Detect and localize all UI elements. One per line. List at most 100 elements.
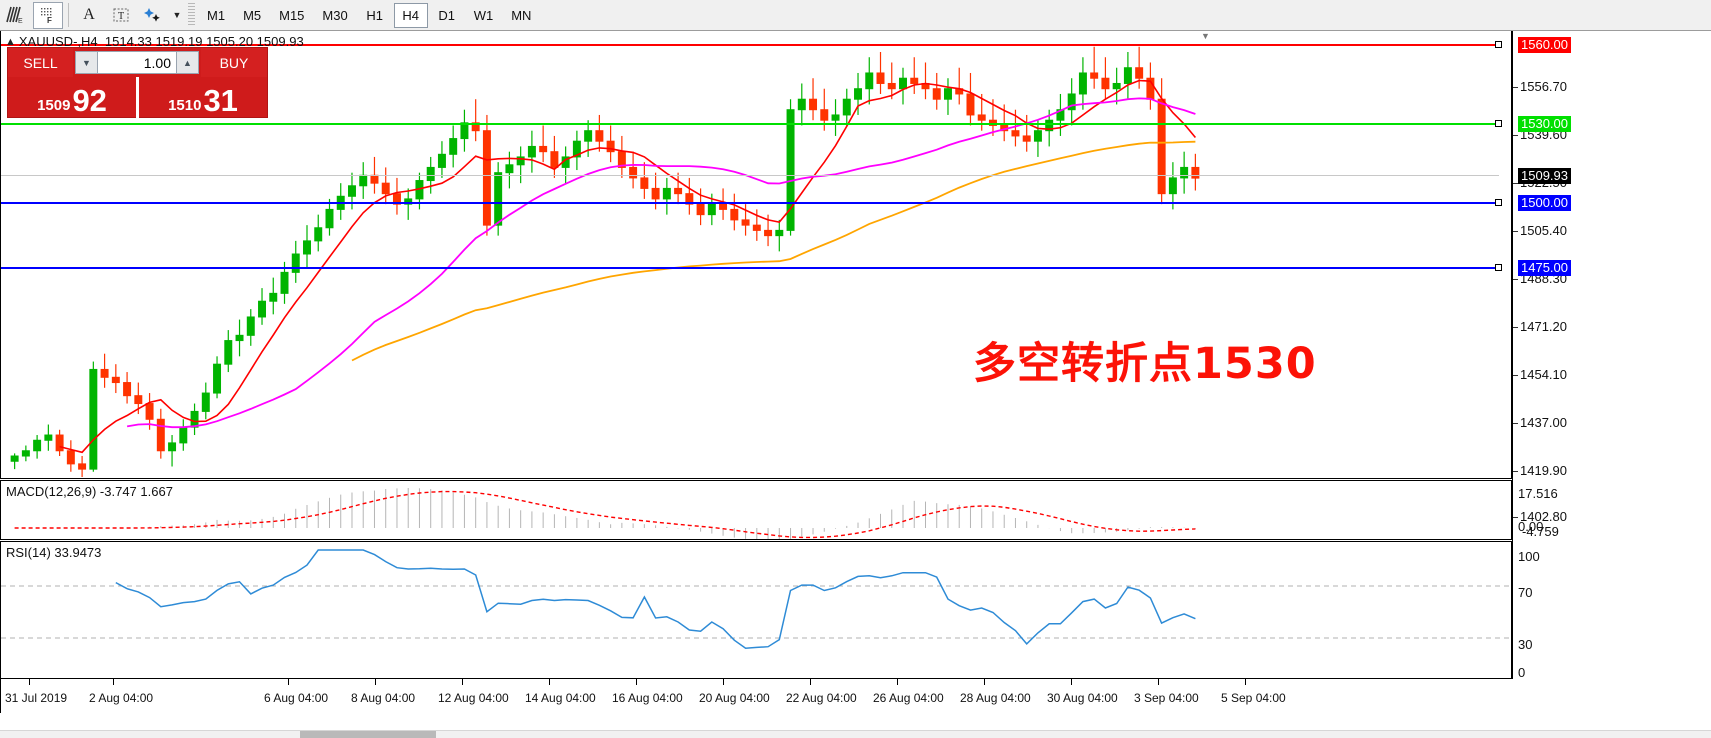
volume-down-icon[interactable]: ▼ xyxy=(76,52,98,73)
price-tick-label: 1419.90 xyxy=(1520,463,1567,478)
time-tick xyxy=(113,679,114,685)
time-tick xyxy=(288,679,289,685)
time-axis-label: 20 Aug 04:00 xyxy=(699,691,770,705)
chart-area[interactable]: ▲ XAUUSD-,H4 1514.33 1519.19 1505.20 1509… xyxy=(0,31,1711,738)
price-tick xyxy=(1513,279,1518,280)
svg-text:T: T xyxy=(118,11,124,22)
one-click-trade-panel[interactable]: SELL ▼ 1.00 ▲ BUY 1509 92 1510 xyxy=(7,47,268,118)
toolbar-grip[interactable] xyxy=(188,3,195,27)
time-tick xyxy=(1245,679,1246,685)
time-tick xyxy=(1158,679,1159,685)
price-tick xyxy=(1513,135,1518,136)
price-label-1560: 1560.00 xyxy=(1518,37,1571,53)
price-tick xyxy=(1513,87,1518,88)
price-tick xyxy=(1513,517,1518,518)
price-tick-label: 1437.00 xyxy=(1520,415,1567,430)
buy-button[interactable]: BUY xyxy=(201,48,267,77)
rsi-axis-70: 70 xyxy=(1518,585,1533,600)
rsi-plot xyxy=(1,549,1511,649)
time-tick xyxy=(1071,679,1072,685)
scrollbar-thumb[interactable] xyxy=(300,731,436,738)
level-bar-1560 xyxy=(1,44,1499,46)
trade-panel-top-row: SELL ▼ 1.00 ▲ BUY xyxy=(8,48,267,77)
volume-stepper[interactable]: ▼ 1.00 ▲ xyxy=(75,51,199,74)
svg-text:F: F xyxy=(47,16,52,25)
tf-m30[interactable]: M30 xyxy=(322,7,348,23)
tf-h4[interactable]: H4 xyxy=(393,2,428,28)
symbol-label: XAUUSD-,H4 xyxy=(18,34,98,49)
price-pane[interactable]: ▲ XAUUSD-,H4 1514.33 1519.19 1505.20 1509… xyxy=(0,31,1512,479)
time-axis-label: 22 Aug 04:00 xyxy=(786,691,857,705)
indicators-icon[interactable]: E xyxy=(1,2,31,29)
time-tick xyxy=(462,679,463,685)
macd-axis-zero: 0.00 xyxy=(1518,519,1544,534)
time-axis-label: 2 Aug 04:00 xyxy=(89,691,154,705)
level-handle-1560[interactable] xyxy=(1495,41,1502,48)
time-axis-label: 30 Aug 04:00 xyxy=(1047,691,1118,705)
tf-d1[interactable]: D1 xyxy=(438,7,456,23)
buy-price[interactable]: 1510 31 xyxy=(139,77,267,118)
volume-up-icon[interactable]: ▲ xyxy=(176,52,198,73)
tf-mn[interactable]: MN xyxy=(511,7,532,23)
tf-w1[interactable]: W1 xyxy=(473,7,494,23)
level-handle-1530[interactable] xyxy=(1495,120,1502,127)
sell-price-pips: 92 xyxy=(72,83,107,118)
tf-m1[interactable]: M1 xyxy=(207,7,226,23)
buy-price-pips: 31 xyxy=(203,83,238,118)
macd-axis-min: -4.759 xyxy=(1522,524,1559,539)
level-handle-1500[interactable] xyxy=(1495,199,1502,206)
sell-price-figure: 1509 xyxy=(37,97,71,114)
price-tick xyxy=(1513,423,1518,424)
time-tick xyxy=(549,679,550,685)
time-tick xyxy=(723,679,724,685)
tf-m15[interactable]: M15 xyxy=(279,7,305,23)
text-label-icon[interactable]: T xyxy=(106,2,136,29)
macd-pane[interactable]: MACD(12,26,9) -3.747 1.667 xyxy=(0,480,1512,540)
price-axis-line xyxy=(1512,31,1513,679)
time-axis: 31 Jul 2019 2 Aug 04:00 6 Aug 04:00 8 Aug 0… xyxy=(0,679,1512,713)
time-tick xyxy=(375,679,376,685)
chart-annotation-text: 多空转折点1530 xyxy=(973,339,1317,389)
price-label-1530: 1530.00 xyxy=(1518,116,1571,132)
price-tick xyxy=(1513,327,1518,328)
price-tick-label: 1471.20 xyxy=(1520,319,1567,334)
trade-panel-divider xyxy=(136,77,139,118)
price-axis[interactable]: 1556.701539.601522.501505.401488.301471.… xyxy=(1512,31,1711,713)
trade-panel-prices: 1509 92 1510 31 xyxy=(8,77,267,118)
current-price-label: 1509.93 xyxy=(1518,168,1571,184)
price-tick xyxy=(1513,183,1518,184)
sell-button[interactable]: SELL xyxy=(8,48,73,77)
time-axis-label: 6 Aug 04:00 xyxy=(264,691,329,705)
tf-m5[interactable]: M5 xyxy=(243,7,262,23)
collapse-icon[interactable]: ▲ xyxy=(5,36,16,48)
templates-icon[interactable]: F xyxy=(33,1,63,29)
sell-price[interactable]: 1509 92 xyxy=(8,77,136,118)
volume-input[interactable]: 1.00 xyxy=(98,52,176,73)
rsi-title: RSI(14) 33.9473 xyxy=(6,545,102,560)
ohlc-values: 1514.33 1519.19 1505.20 1509.93 xyxy=(104,34,304,49)
rsi-axis-0: 0 xyxy=(1518,665,1526,680)
level-bar-1475 xyxy=(1,267,1499,269)
toolbar-separator-1 xyxy=(68,3,69,27)
text-tool-icon[interactable]: A xyxy=(83,6,95,23)
price-tick-label: 1402.80 xyxy=(1520,509,1567,524)
main-toolbar: E F A T xyxy=(0,0,1711,31)
time-axis-label: 5 Sep 04:00 xyxy=(1221,691,1286,705)
time-axis-label: 12 Aug 04:00 xyxy=(438,691,509,705)
tf-h1[interactable]: H1 xyxy=(366,7,384,23)
current-price-bar xyxy=(1,175,1499,176)
objects-icon[interactable] xyxy=(138,2,168,29)
chevron-down-icon[interactable]: ▼ xyxy=(172,10,182,20)
horizontal-scrollbar[interactable] xyxy=(0,730,1711,738)
level-handle-1475[interactable] xyxy=(1495,264,1502,271)
time-axis-label: 28 Aug 04:00 xyxy=(960,691,1031,705)
time-axis-label: 3 Sep 04:00 xyxy=(1134,691,1199,705)
rsi-axis-100: 100 xyxy=(1518,549,1540,564)
buy-price-figure: 1510 xyxy=(168,97,202,114)
chart-menu-caret-icon[interactable]: ▼ xyxy=(1201,31,1210,41)
rsi-pane[interactable]: RSI(14) 33.9473 xyxy=(0,541,1512,679)
time-axis-label: 16 Aug 04:00 xyxy=(612,691,683,705)
time-tick xyxy=(897,679,898,685)
price-tick-label: 1454.10 xyxy=(1520,367,1567,382)
